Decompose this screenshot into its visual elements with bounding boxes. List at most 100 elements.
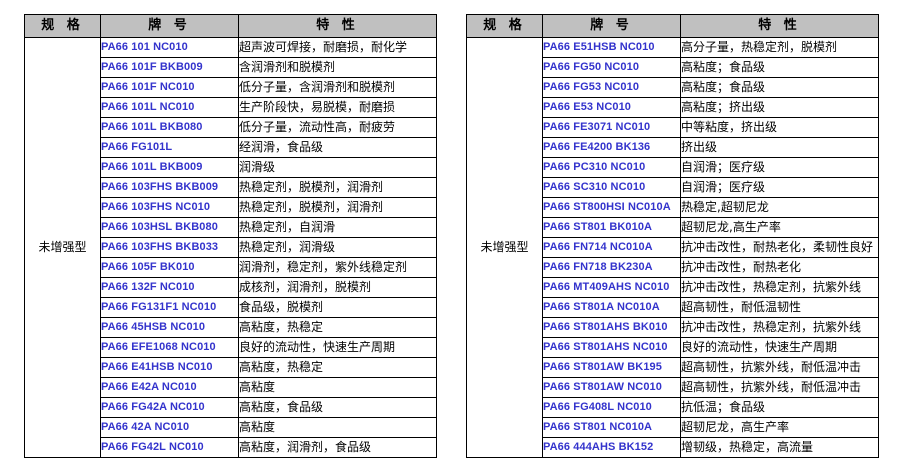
grade-table-right: 规 格 牌 号 特 性 未增强型 PA66 E51HSB NC010 高分子量，热稳… — [466, 14, 879, 458]
grade-code-cell: PA66 101F BKB009 — [100, 57, 239, 78]
grade-code-cell: PA66 FG42L NC010 — [100, 437, 239, 458]
table-row: PA66 FG53 NC010 高粘度；食品级 — [467, 77, 879, 98]
spec-cell: 未增强型 — [466, 37, 543, 458]
grade-code-cell: PA66 SC310 NC010 — [542, 177, 681, 198]
grade-code-cell: PA66 FG408L NC010 — [542, 397, 681, 418]
property-cell: 高粘度 — [238, 377, 437, 398]
table-row: PA66 ST801 BK010A 超韧尼龙,高生产率 — [467, 217, 879, 238]
grade-code-cell: PA66 FG53 NC010 — [542, 77, 681, 98]
property-cell: 高粘度 — [238, 417, 437, 438]
table-row: PA66 103HSL BKB080 热稳定剂，自润滑 — [25, 217, 437, 238]
grade-code-cell: PA66 ST801AW NC010 — [542, 377, 681, 398]
property-cell: 热稳定剂，脱模剂，润滑剂 — [238, 177, 437, 198]
grade-code-cell: PA66 FE4200 BK136 — [542, 137, 681, 158]
property-cell: 抗冲击改性，热稳定剂，抗紫外线 — [680, 277, 879, 298]
grade-code-cell: PA66 FG101L — [100, 137, 239, 158]
grade-code-cell: PA66 E53 NC010 — [542, 97, 681, 118]
table-row: PA66 SC310 NC010 自润滑；医疗级 — [467, 177, 879, 198]
property-cell: 良好的流动性，快速生产周期 — [238, 337, 437, 358]
property-cell: 高粘度，润滑剂，食品级 — [238, 437, 437, 458]
property-cell: 超韧尼龙,高生产率 — [680, 217, 879, 238]
grade-code-cell: PA66 101L BKB080 — [100, 117, 239, 138]
property-cell: 抗冲击改性，耐热老化 — [680, 257, 879, 278]
property-cell: 热稳定剂，脱模剂，润滑剂 — [238, 197, 437, 218]
grade-code-cell: PA66 ST801AW BK195 — [542, 357, 681, 378]
table-row: PA66 FE4200 BK136 挤出级 — [467, 137, 879, 158]
property-cell: 成核剂，润滑剂，脱模剂 — [238, 277, 437, 298]
grade-code-cell: PA66 105F BK010 — [100, 257, 239, 278]
table-row: PA66 42A NC010 高粘度 — [25, 417, 437, 438]
grade-code-cell: PA66 444AHS BK152 — [542, 437, 681, 458]
table-row: PA66 E53 NC010 高粘度；挤出级 — [467, 97, 879, 118]
property-cell: 超声波可焊接，耐磨损，耐化学 — [238, 37, 437, 58]
property-cell: 高粘度，食品级 — [238, 397, 437, 418]
grade-table-right-header: 规 格 牌 号 特 性 — [466, 14, 879, 38]
table-row: PA66 ST801AHS BK010 抗冲击改性，热稳定剂，抗紫外线 — [467, 317, 879, 338]
header-property: 特 性 — [680, 14, 879, 38]
property-cell: 抗冲击改性，耐热老化，柔韧性良好 — [680, 237, 879, 258]
table-row: 未增强型 PA66 101 NC010 超声波可焊接，耐磨损，耐化学 — [24, 37, 437, 458]
grade-code-cell: PA66 ST801A NC010A — [542, 297, 681, 318]
table-row: PA66 103FHS BKB009 热稳定剂，脱模剂，润滑剂 — [25, 177, 437, 198]
property-cell: 挤出级 — [680, 137, 879, 158]
grade-code-cell: PA66 FG131F1 NC010 — [100, 297, 239, 318]
property-cell: 超高韧性，耐低温韧性 — [680, 297, 879, 318]
property-cell: 生产阶段快，易脱模，耐磨损 — [238, 97, 437, 118]
table-row: PA66 FG42A NC010 高粘度，食品级 — [25, 397, 437, 418]
table-row: PA66 FG42L NC010 高粘度，润滑剂，食品级 — [25, 437, 437, 458]
grade-code-cell: PA66 ST801 NC010A — [542, 417, 681, 438]
grade-code-cell: PA66 103HSL BKB080 — [100, 217, 239, 238]
grade-code-cell: PA66 E42A NC010 — [100, 377, 239, 398]
table-row: PA66 FG131F1 NC010 食品级，脱模剂 — [25, 297, 437, 318]
grade-code-cell: PA66 103FHS BKB009 — [100, 177, 239, 198]
grade-table-right-container: 规 格 牌 号 特 性 未增强型 PA66 E51HSB NC010 高分子量，热稳… — [466, 14, 879, 458]
grade-code-cell: PA66 ST801AHS BK010 — [542, 317, 681, 338]
property-cell: 高分子量，热稳定剂，脱模剂 — [680, 37, 879, 58]
grade-table-left: 规 格 牌 号 特 性 未增强型 PA66 101 NC010 超声波可焊接，耐磨损… — [24, 14, 437, 458]
table-row: PA66 444AHS BK152 增韧级，热稳定，高流量 — [467, 437, 879, 458]
property-cell: 自润滑；医疗级 — [680, 157, 879, 178]
table-row: PA66 FG101L 经润滑，食品级 — [25, 137, 437, 158]
property-cell: 高粘度；食品级 — [680, 57, 879, 78]
grade-code-cell: PA66 ST801 BK010A — [542, 217, 681, 238]
property-cell: 超高韧性，抗紫外线，耐低温冲击 — [680, 377, 879, 398]
property-cell: 自润滑；医疗级 — [680, 177, 879, 198]
grade-code-cell: PA66 FG42A NC010 — [100, 397, 239, 418]
table-row: PA66 ST801AW NC010 超高韧性，抗紫外线，耐低温冲击 — [467, 377, 879, 398]
property-cell: 热稳定,超韧尼龙 — [680, 197, 879, 218]
header-grade: 牌 号 — [542, 14, 681, 38]
table-row: PA66 101L NC010 生产阶段快，易脱模，耐磨损 — [25, 97, 437, 118]
grade-code-cell: PA66 ST801AHS NC010 — [542, 337, 681, 358]
table-row: PA66 103FHS NC010 热稳定剂，脱模剂，润滑剂 — [25, 197, 437, 218]
grade-code-cell: PA66 EFE1068 NC010 — [100, 337, 239, 358]
grade-code-cell: PA66 103FHS BKB033 — [100, 237, 239, 258]
property-cell: 超高韧性，抗紫外线，耐低温冲击 — [680, 357, 879, 378]
grade-table-right-body: 未增强型 PA66 E51HSB NC010 高分子量，热稳定剂，脱模剂 PA66 F… — [466, 37, 879, 458]
grade-table-left-container: 规 格 牌 号 特 性 未增强型 PA66 101 NC010 超声波可焊接，耐磨损… — [24, 14, 437, 458]
property-cell: 润滑剂，稳定剂，紫外线稳定剂 — [238, 257, 437, 278]
property-cell: 增韧级，热稳定，高流量 — [680, 437, 879, 458]
grade-code-cell: PA66 FG50 NC010 — [542, 57, 681, 78]
property-cell: 低分子量，流动性高，耐疲劳 — [238, 117, 437, 138]
table-row: PA66 105F BK010 润滑剂，稳定剂，紫外线稳定剂 — [25, 257, 437, 278]
spec-cell: 未增强型 — [24, 37, 101, 458]
grade-code-cell: PA66 FN718 BK230A — [542, 257, 681, 278]
grade-code-cell: PA66 45HSB NC010 — [100, 317, 239, 338]
grade-table-left-header: 规 格 牌 号 特 性 — [24, 14, 437, 38]
property-cell: 高粘度；挤出级 — [680, 97, 879, 118]
grade-code-cell: PA66 132F NC010 — [100, 277, 239, 298]
property-cell: 含润滑剂和脱模剂 — [238, 57, 437, 78]
header-row: 规 格 牌 号 特 性 — [466, 14, 879, 38]
property-cell: 食品级，脱模剂 — [238, 297, 437, 318]
table-row: PA66 MT409AHS NC010 抗冲击改性，热稳定剂，抗紫外线 — [467, 277, 879, 298]
grade-code-cell: PA66 FN714 NC010A — [542, 237, 681, 258]
header-spec: 规 格 — [466, 14, 543, 38]
property-cell: 热稳定剂，自润滑 — [238, 217, 437, 238]
property-cell: 良好的流动性，快速生产周期 — [680, 337, 879, 358]
grade-code-cell: PA66 101L BKB009 — [100, 157, 239, 178]
grade-code-cell: PA66 MT409AHS NC010 — [542, 277, 681, 298]
grade-code-cell: PA66 ST800HSI NC010A — [542, 197, 681, 218]
grade-code-cell: PA66 101 NC010 — [100, 37, 239, 58]
property-cell: 高粘度，热稳定 — [238, 317, 437, 338]
